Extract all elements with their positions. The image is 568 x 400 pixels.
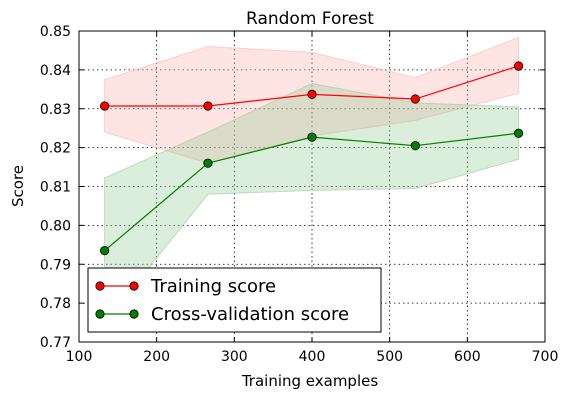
y-tick-label: 0.83 [40, 102, 71, 118]
data-point-cross-validation [513, 128, 524, 138]
data-point-training [100, 101, 110, 111]
legend-box [87, 267, 382, 333]
chart-title: Random Forest [246, 9, 374, 29]
data-point-training [203, 101, 213, 111]
y-tick-label: 0.77 [40, 335, 71, 351]
x-tick-label: 700 [532, 349, 559, 365]
x-tick-label: 300 [221, 349, 248, 365]
legend-label-cross-validation: Cross-validation score [151, 304, 349, 325]
data-point-cross-validation [410, 141, 420, 151]
y-tick-label: 0.84 [40, 63, 71, 79]
y-tick-label: 0.78 [40, 296, 71, 312]
legend: Training score Cross-validation score [87, 267, 382, 333]
x-axis-title: Training examples [241, 372, 379, 390]
data-points [100, 61, 524, 256]
x-tick-label: 400 [299, 349, 326, 365]
y-tick-label: 0.81 [40, 180, 71, 196]
data-point-cross-validation [100, 246, 110, 256]
y-tick-label: 0.80 [40, 218, 71, 234]
data-point-cross-validation [203, 158, 213, 168]
x-tick-label: 200 [143, 349, 170, 365]
legend-label-training: Training score [150, 276, 276, 297]
y-tick-label: 0.82 [40, 141, 71, 157]
data-point-training [513, 61, 524, 71]
legend-marker-cross-validation [129, 309, 139, 319]
tick-labels: 100 200 300 400 500 600 700 0.77 0.78 0.79 0.80 0.8… [40, 24, 559, 365]
legend-marker-training [95, 281, 105, 291]
y-axis-title: Score [9, 165, 27, 207]
axis-ticks [78, 30, 546, 343]
legend-marker-cross-validation [95, 309, 105, 319]
y-tick-label: 0.85 [40, 24, 71, 40]
y-tick-label: 0.79 [40, 257, 71, 273]
x-tick-label: 100 [66, 349, 93, 365]
legend-marker-training [129, 281, 139, 291]
grid-lines [79, 31, 545, 342]
x-tick-label: 600 [454, 349, 481, 365]
data-point-cross-validation [307, 132, 317, 142]
data-point-training [410, 94, 420, 104]
data-point-training [307, 89, 317, 99]
x-tick-label: 500 [376, 349, 403, 365]
